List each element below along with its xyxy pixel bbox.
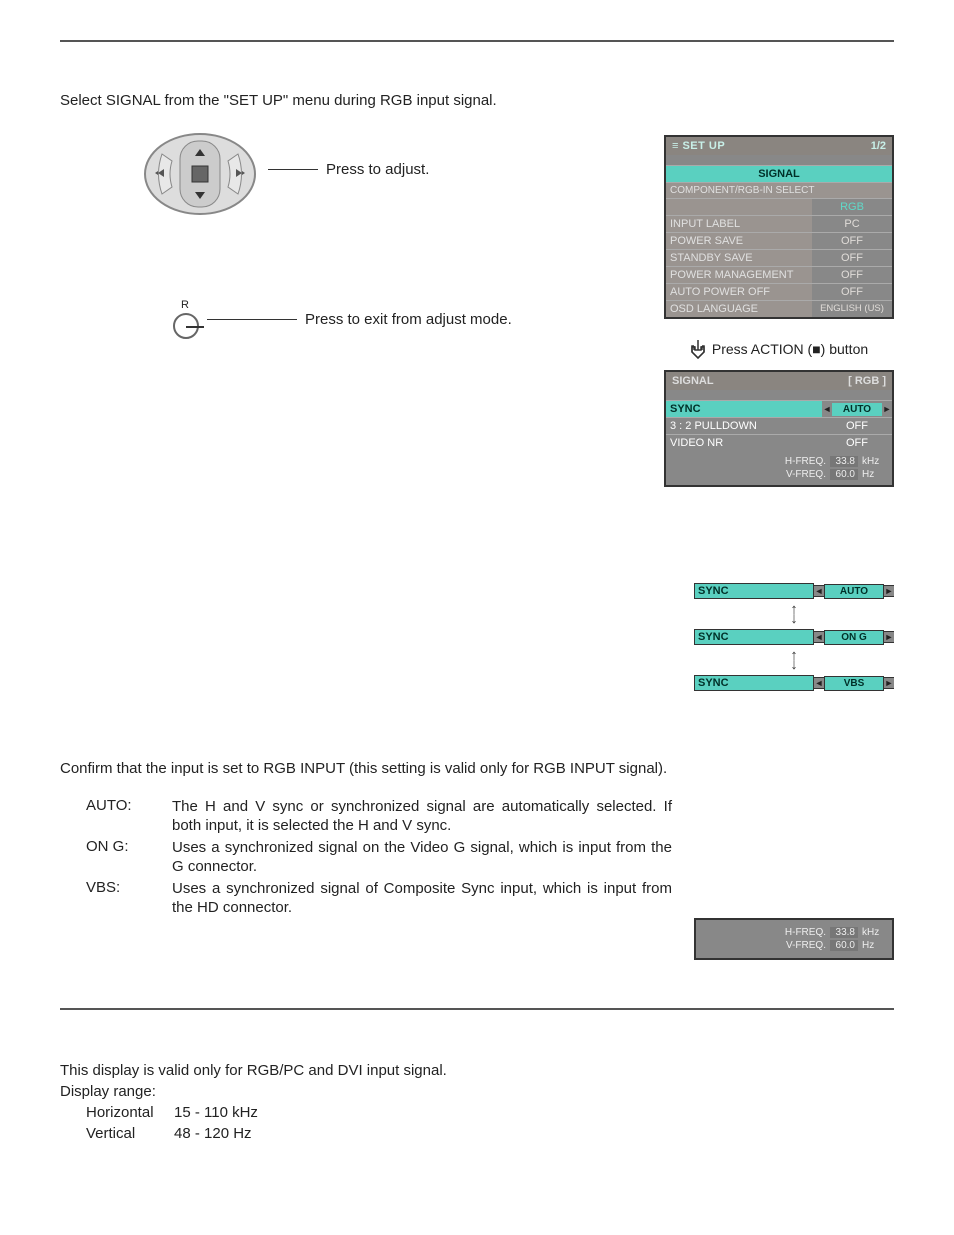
confirm-text: Confirm that the input is set to RGB INP… [60, 759, 894, 779]
signal-sync-l: SYNC [666, 401, 822, 417]
signal-pd-l: 3 : 2 PULLDOWN [666, 418, 822, 434]
updown-icon-2: ↑↓ [694, 651, 894, 669]
hv-h-v: 15 - 110 kHz [174, 1102, 258, 1123]
signal-pd-v: OFF [832, 418, 882, 434]
sync-options-osd: SYNC ◄ AUTO ► ↑↓ SYNC ◄ ON G ► ↑↓ SYNC ◄… [694, 583, 894, 691]
hv-intro: This display is valid only for RGB/PC an… [60, 1060, 894, 1081]
vfreq-lbl: V-FREQ. [736, 469, 826, 480]
hv-osd-h-unit: kHz [862, 927, 886, 938]
setup-row-lang-v: ENGLISH (US) [812, 301, 892, 317]
osd-setup-menu: ≡ SET UP 1/2 SIGNAL COMPONENT/RGB-IN SEL… [664, 135, 894, 319]
hv-osd-h-val: 33.8 [830, 927, 858, 938]
hv-v-v: 48 - 120 Hz [174, 1123, 252, 1144]
hv-osd-box: H-FREQ. 33.8 kHz V-FREQ. 60.0 Hz [694, 918, 894, 960]
sync-opt0-v: AUTO [824, 584, 884, 599]
hv-osd-v-lbl: V-FREQ. [736, 940, 826, 951]
setup-page: 1/2 [871, 140, 886, 152]
hfreq-val: 33.8 [830, 456, 858, 467]
def-vbs-term: VBS: [86, 879, 172, 918]
signal-sync-v: AUTO [832, 403, 882, 416]
updown-icon: ↑↓ [694, 605, 894, 623]
setup-row-standby-l: STANDBY SAVE [666, 250, 812, 266]
hfreq-lbl: H-FREQ. [736, 456, 826, 467]
setup-row-comp: COMPONENT/RGB-IN SELECT [666, 183, 892, 198]
def-auto-term: AUTO: [86, 797, 172, 836]
vfreq-val: 60.0 [830, 469, 858, 480]
r-button-label: R [181, 299, 189, 311]
action-text: Press ACTION (■) button [712, 341, 868, 357]
sync-opt2-l: SYNC [694, 675, 814, 691]
setup-row-powersave-l: POWER SAVE [666, 233, 812, 249]
setup-row-lang-l: OSD LANGUAGE [666, 301, 812, 317]
setup-row-pm-l: POWER MANAGEMENT [666, 267, 812, 283]
intro-text: Select SIGNAL from the "SET UP" menu dur… [60, 92, 894, 109]
osd-signal-menu: SIGNAL [ RGB ] SYNC ◄ AUTO ► 3 : 2 PULLD… [664, 370, 894, 487]
signal-title: SIGNAL [672, 375, 714, 387]
def-ong-term: ON G: [86, 838, 172, 877]
remote-dpad [140, 129, 260, 209]
hv-osd-v-val: 60.0 [830, 940, 858, 951]
setup-row-rgb: RGB [812, 199, 892, 215]
hv-range-label: Display range: [60, 1081, 894, 1102]
setup-title: ≡ SET UP [672, 140, 725, 152]
hv-h-k: Horizontal [86, 1102, 174, 1123]
hv-v-k: Vertical [86, 1123, 174, 1144]
setup-row-standby-v: OFF [812, 250, 892, 266]
hfreq-unit: kHz [862, 456, 886, 467]
divider-hv [60, 1008, 894, 1010]
press-adjust-label: Press to adjust. [326, 161, 429, 178]
sync-opt1-v: ON G [824, 630, 884, 645]
signal-nr-l: VIDEO NR [666, 435, 822, 451]
setup-row-signal: SIGNAL [666, 166, 892, 182]
press-action-line: Press ACTION (■) button [664, 338, 894, 360]
hv-osd-v-unit: Hz [862, 940, 886, 951]
signal-nr-v: OFF [832, 435, 882, 451]
sync-opt1-l: SYNC [694, 629, 814, 645]
setup-row-apo-l: AUTO POWER OFF [666, 284, 812, 300]
r-button-icon [173, 313, 199, 339]
setup-row-apo-v: OFF [812, 284, 892, 300]
signal-mode: [ RGB ] [848, 375, 886, 387]
def-vbs-desc: Uses a synchronized signal of Composite … [172, 879, 672, 918]
def-auto-desc: The H and V sync or synchronized signal … [172, 797, 672, 836]
setup-row-pm-v: OFF [812, 267, 892, 283]
setup-row-input-val: PC [812, 216, 892, 232]
sync-opt2-v: VBS [824, 676, 884, 691]
vfreq-unit: Hz [862, 469, 886, 480]
hv-osd-h-lbl: H-FREQ. [736, 927, 826, 938]
sync-opt0-l: SYNC [694, 583, 814, 599]
setup-row-powersave-v: OFF [812, 233, 892, 249]
divider-top [60, 40, 894, 42]
press-exit-label: Press to exit from adjust mode. [305, 311, 512, 328]
def-ong-desc: Uses a synchronized signal on the Video … [172, 838, 672, 877]
setup-row-input-label: INPUT LABEL [666, 216, 812, 232]
